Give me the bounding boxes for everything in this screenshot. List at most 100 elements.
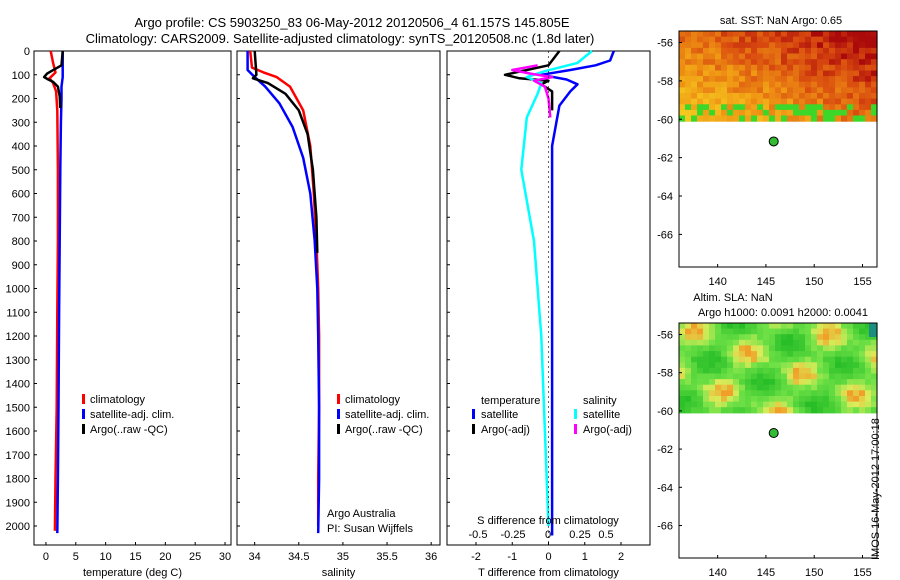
heatmap-cell xyxy=(709,104,716,111)
heatmap-cell xyxy=(691,351,698,358)
heatmap-cell xyxy=(745,115,752,122)
heatmap-cell xyxy=(823,104,830,111)
heatmap-cell xyxy=(709,401,716,408)
heatmap-cell xyxy=(703,362,710,369)
heatmap-cell xyxy=(703,109,710,117)
map-x-tick-label: 150 xyxy=(805,567,823,579)
heatmap-cell xyxy=(739,93,746,100)
heatmap-cell xyxy=(703,323,710,330)
heatmap-cell xyxy=(679,31,686,38)
heatmap-cell xyxy=(829,401,836,408)
heatmap-cell xyxy=(691,93,698,100)
heatmap-cell xyxy=(781,339,788,346)
heatmap-cell xyxy=(805,109,812,117)
map-y-tick-label: -64 xyxy=(657,191,673,203)
heatmap-cell xyxy=(775,109,782,117)
y-tick-label: 1000 xyxy=(6,284,30,296)
heatmap-cell xyxy=(697,81,704,88)
heatmap-cell xyxy=(847,373,854,380)
heatmap-cell xyxy=(775,351,782,358)
heatmap-cell xyxy=(763,351,770,358)
heatmap-cell xyxy=(847,384,854,391)
heatmap-cell xyxy=(769,70,776,77)
heatmap-cell xyxy=(865,401,872,408)
heatmap-cell xyxy=(835,104,842,111)
heatmap-cell xyxy=(829,47,836,55)
heatmap-cell xyxy=(703,76,710,83)
heatmap-cell xyxy=(817,362,824,369)
y-tick-label: 100 xyxy=(12,70,30,82)
heatmap-cell xyxy=(721,362,728,369)
heatmap-cell xyxy=(811,373,818,380)
heatmap-cell xyxy=(793,345,800,352)
heatmap-cell xyxy=(799,87,806,94)
heatmap-cell xyxy=(757,334,764,341)
heatmap-cell xyxy=(751,407,758,414)
heatmap-cell xyxy=(697,93,704,100)
heatmap-cell xyxy=(739,76,746,83)
heatmap-cell xyxy=(835,396,842,403)
heatmap-cell xyxy=(787,98,794,105)
heatmap-cell xyxy=(793,351,800,358)
heatmap-cell xyxy=(679,323,686,330)
heatmap-cell xyxy=(859,42,866,49)
heatmap-cell xyxy=(685,59,692,66)
heatmap-cell xyxy=(757,115,764,122)
heatmap-cell xyxy=(781,384,788,391)
heatmap-cell xyxy=(787,104,794,111)
heatmap-cell xyxy=(757,70,764,77)
heatmap-cell xyxy=(769,31,776,38)
heatmap-cell xyxy=(721,42,728,49)
heatmap-cell xyxy=(871,109,878,117)
y-tick-label: 1600 xyxy=(6,426,30,438)
heatmap-cell xyxy=(871,384,878,391)
heatmap-cell xyxy=(805,373,812,380)
heatmap-cell xyxy=(781,98,788,105)
heatmap-cell xyxy=(715,47,722,55)
heatmap-cell xyxy=(841,64,848,71)
heatmap-cell xyxy=(727,53,734,60)
y-tick-label: 1500 xyxy=(6,402,30,414)
heatmap-cell xyxy=(847,328,854,335)
heatmap-cell xyxy=(835,70,842,77)
heatmap-cell xyxy=(829,93,836,100)
heatmap-cell xyxy=(805,323,812,330)
heatmap-cell xyxy=(787,351,794,358)
heatmap-cell xyxy=(775,64,782,71)
heatmap-cell xyxy=(793,59,800,66)
heatmap-cell xyxy=(865,328,872,335)
heatmap-cell xyxy=(853,47,860,55)
heatmap-cell xyxy=(703,87,710,94)
heatmap-cell xyxy=(781,104,788,111)
heatmap-cell xyxy=(691,323,698,330)
heatmap-cell xyxy=(769,47,776,55)
heatmap-cell xyxy=(757,42,764,49)
series-line-difference-3 xyxy=(511,64,554,118)
heatmap-cell xyxy=(763,64,770,71)
heatmap-cell xyxy=(769,384,776,391)
heatmap-cell xyxy=(715,384,722,391)
legend-item: satellite-adj. clim. xyxy=(90,409,174,421)
x-tick-label: 35.5 xyxy=(376,551,397,563)
heatmap-cell xyxy=(823,390,830,397)
y-tick-label: 400 xyxy=(12,141,30,153)
heatmap-cell xyxy=(757,356,764,363)
heatmap-cell xyxy=(853,53,860,60)
heatmap-cell xyxy=(787,373,794,380)
heatmap-cell xyxy=(757,76,764,83)
heatmap-cell xyxy=(763,53,770,60)
heatmap-cell xyxy=(727,362,734,369)
heatmap-cell xyxy=(847,339,854,346)
heatmap-cell xyxy=(751,362,758,369)
heatmap-cell xyxy=(823,81,830,88)
heatmap-cell xyxy=(715,76,722,83)
heatmap-cell xyxy=(727,373,734,380)
heatmap-cell xyxy=(835,36,842,43)
heatmap-cell xyxy=(787,401,794,408)
heatmap-cell xyxy=(811,47,818,55)
heatmap-cell xyxy=(703,59,710,66)
heatmap-cell xyxy=(733,31,740,38)
heatmap-cell xyxy=(775,70,782,77)
heatmap-cell xyxy=(739,362,746,369)
heatmap-cell xyxy=(691,390,698,397)
